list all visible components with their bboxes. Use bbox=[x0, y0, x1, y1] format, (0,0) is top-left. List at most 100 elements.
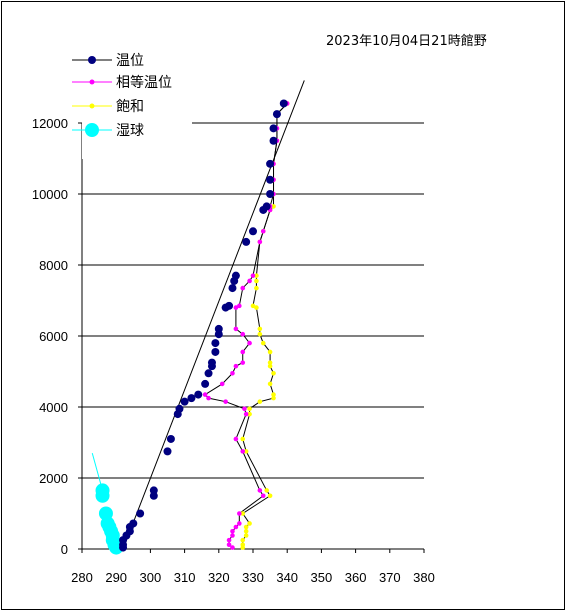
equivalent-point bbox=[260, 493, 266, 499]
saturation-point bbox=[267, 381, 273, 387]
equivalent-point bbox=[230, 545, 235, 550]
equivalent-point bbox=[247, 340, 252, 346]
equivalent-point bbox=[226, 537, 232, 543]
x-tick-label: 330 bbox=[242, 570, 264, 585]
x-tick-label: 370 bbox=[379, 570, 401, 585]
potential-temperature-point bbox=[187, 394, 196, 403]
equivalent-point bbox=[257, 488, 263, 493]
x-tick-label: 290 bbox=[105, 570, 127, 585]
potential-temperature-point bbox=[211, 339, 220, 348]
saturation-line bbox=[242, 103, 288, 548]
potential-temperature-point bbox=[175, 404, 184, 413]
potential-temperature-point bbox=[231, 271, 240, 280]
potential-temperature-point bbox=[204, 369, 213, 378]
potential-temperature-point bbox=[269, 136, 278, 145]
potential-temperature-point bbox=[136, 509, 145, 518]
y-tick-label: 8000 bbox=[39, 258, 68, 273]
saturation-point bbox=[240, 537, 246, 543]
legend-marker bbox=[88, 56, 96, 64]
potential-temperature-point bbox=[266, 159, 275, 168]
y-tick-label: 4000 bbox=[39, 400, 68, 415]
legend-marker bbox=[89, 79, 95, 85]
potential-temperature-point bbox=[194, 390, 203, 399]
gridlines bbox=[82, 122, 424, 479]
saturation-point bbox=[250, 303, 256, 309]
equivalent-point bbox=[240, 349, 246, 355]
saturation-point bbox=[247, 411, 252, 417]
saturation-point bbox=[267, 363, 273, 369]
equivalent-point bbox=[240, 285, 246, 291]
x-tick-label: 310 bbox=[174, 570, 196, 585]
equivalent-point bbox=[240, 331, 246, 337]
equivalent-point bbox=[242, 406, 247, 412]
equivalent-point bbox=[233, 363, 239, 369]
equivalent-point bbox=[202, 392, 208, 397]
equivalent-point bbox=[230, 370, 235, 376]
equivalent-point bbox=[237, 521, 242, 526]
saturation-point bbox=[243, 524, 249, 530]
equivalent-point bbox=[230, 533, 235, 538]
potential-temperature-point bbox=[242, 237, 251, 246]
saturation-point bbox=[247, 521, 252, 526]
potential-temperature-point bbox=[266, 175, 275, 184]
saturation-point bbox=[264, 488, 269, 493]
x-tick-labels: 280 290 300 310 320 330 340 350 360 370 380 bbox=[71, 570, 435, 585]
saturation-point bbox=[271, 395, 276, 401]
saturation-point bbox=[243, 533, 249, 538]
saturation-point bbox=[267, 493, 273, 499]
equivalent-point bbox=[257, 239, 263, 245]
potential-temperature-point bbox=[149, 486, 158, 495]
potential-temperature-point bbox=[180, 397, 189, 406]
x-tick-label: 280 bbox=[71, 570, 93, 585]
y-tick-label: 10000 bbox=[32, 187, 68, 202]
legend-marker bbox=[85, 123, 99, 137]
saturation-point bbox=[267, 360, 273, 365]
potential-temperature-point bbox=[262, 202, 271, 211]
legend-label: 飽和 bbox=[116, 98, 144, 115]
equivalent-point bbox=[233, 326, 239, 332]
x-tick-label: 350 bbox=[311, 570, 333, 585]
x-tick-label: 340 bbox=[276, 570, 298, 585]
potential-temperature-point bbox=[266, 190, 275, 198]
saturation-point bbox=[271, 370, 276, 376]
potential-temperature-point bbox=[211, 347, 220, 356]
saturation-point bbox=[254, 278, 259, 284]
y-tick-label: 0 bbox=[61, 542, 68, 557]
potential-temperature-point bbox=[166, 434, 175, 443]
saturation-point bbox=[254, 273, 259, 278]
saturation-point bbox=[243, 528, 249, 534]
equivalent-point bbox=[230, 528, 235, 534]
x-tick-label: 320 bbox=[208, 570, 230, 585]
potential-temperature-point bbox=[279, 99, 288, 108]
x-tick-label: 360 bbox=[345, 570, 367, 585]
equivalent-point bbox=[233, 524, 239, 530]
y-tick-label: 6000 bbox=[39, 329, 68, 344]
saturation-point bbox=[243, 449, 249, 454]
equivalent-point bbox=[243, 411, 249, 417]
potential-temperature-point bbox=[269, 124, 278, 133]
potential-temperature-point bbox=[201, 379, 210, 388]
x-tick-label: 300 bbox=[140, 570, 162, 585]
chart-title: 2023年10月04日21時館野 bbox=[326, 34, 487, 49]
saturation-point bbox=[257, 331, 263, 337]
saturation-point bbox=[240, 511, 246, 516]
legend-background bbox=[82, 47, 192, 159]
equivalent-point bbox=[223, 399, 228, 404]
equivalent-point bbox=[247, 278, 252, 284]
saturation-point bbox=[254, 285, 259, 291]
saturation-point bbox=[254, 305, 259, 310]
y-tick-label: 12000 bbox=[32, 116, 68, 131]
saturation-point bbox=[240, 542, 246, 548]
x-tick-label: 380 bbox=[413, 570, 435, 585]
equivalent-point bbox=[250, 273, 256, 278]
saturation-point bbox=[257, 399, 263, 404]
equivalent-point bbox=[240, 360, 246, 365]
equivalent-point bbox=[237, 511, 242, 516]
legend-label: 湿球 bbox=[116, 123, 144, 139]
potential-temperature-point bbox=[249, 227, 257, 236]
potential-temperature-point bbox=[272, 110, 281, 119]
saturation-point bbox=[260, 340, 266, 346]
potential-temperature-point bbox=[225, 301, 234, 310]
